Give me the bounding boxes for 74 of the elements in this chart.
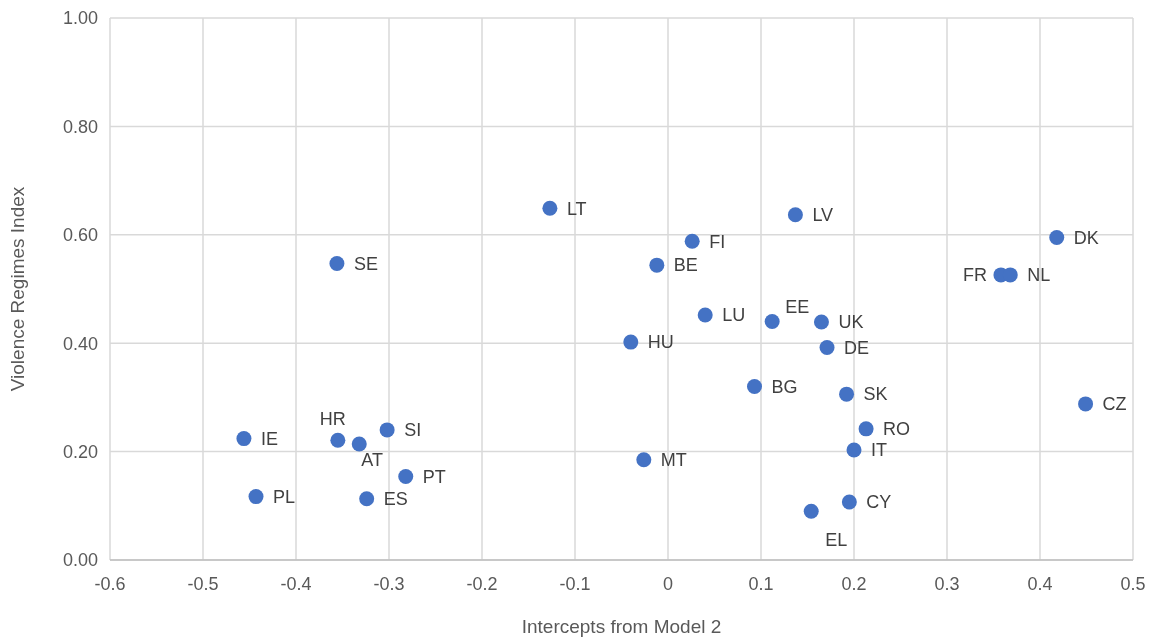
x-tick-label: -0.6 (94, 574, 126, 594)
x-tick-label: 0.2 (841, 574, 867, 594)
x-tick-label: -0.2 (466, 574, 498, 594)
point (623, 334, 639, 350)
y-axis-title: Violence Regimes Index (7, 186, 28, 392)
annotation: HU (647, 332, 674, 353)
annotation: HR (319, 408, 346, 429)
point (351, 436, 367, 452)
annotation: LT (566, 198, 587, 219)
y-tick-label: 0.00 (62, 550, 98, 571)
point (398, 469, 414, 485)
annotation: SK (863, 384, 888, 405)
point (649, 257, 665, 273)
x-tick-label: -0.1 (559, 574, 591, 594)
annotation: BG (771, 376, 798, 397)
x-tick-label: 0 (662, 574, 674, 594)
y-tick-label: 0.20 (62, 441, 98, 462)
annotation: FI (709, 231, 726, 252)
annotation: IE (260, 428, 278, 449)
point (846, 442, 862, 458)
annotation: EL (825, 529, 848, 550)
annotation: MT (660, 450, 687, 471)
annotation: LU (722, 305, 746, 326)
annotation: PL (273, 486, 296, 507)
x-axis-title: Intercepts from Model 2 (521, 616, 722, 637)
x-tick-label: 0.1 (748, 574, 774, 594)
annotation: RO (883, 419, 911, 440)
x-tick-label: 0.5 (1120, 574, 1146, 594)
annotation: BE (673, 255, 698, 276)
point (819, 340, 835, 356)
point (542, 200, 558, 216)
annotation: CZ (1102, 394, 1127, 415)
point (858, 421, 874, 437)
point (236, 431, 252, 447)
x-tick-label: -0.5 (187, 574, 219, 594)
annotation: CY (866, 492, 892, 513)
annotation: NL (1027, 265, 1051, 286)
point (329, 256, 345, 272)
annotation: SE (353, 253, 378, 274)
x-tick-label: 0.3 (934, 574, 960, 594)
point (248, 489, 264, 505)
annotation: EE (785, 296, 810, 317)
point (839, 386, 855, 402)
y-tick-label: 1.00 (62, 8, 98, 29)
annotation: AT (361, 450, 383, 471)
point (1049, 230, 1065, 246)
point (813, 314, 829, 330)
x-tick-label: 0.4 (1027, 574, 1053, 594)
point (787, 207, 803, 223)
point (684, 233, 700, 249)
point (803, 503, 819, 519)
point (1078, 396, 1094, 412)
point (330, 432, 346, 448)
point (359, 491, 375, 507)
annotation: LV (812, 205, 834, 226)
annotation: ES (383, 489, 408, 510)
x-tick-label: -0.3 (373, 574, 405, 594)
y-tick-label: 0.80 (62, 116, 98, 137)
point (636, 452, 652, 468)
annotation: DE (844, 337, 870, 358)
x-tick-label: -0.4 (280, 574, 312, 594)
point (379, 422, 395, 438)
annotation: DK (1073, 227, 1099, 248)
annotation: PT (422, 466, 446, 487)
annotation: IT (871, 440, 887, 461)
point (841, 494, 857, 510)
point (746, 379, 762, 395)
point (764, 314, 780, 330)
y-tick-label: 0.60 (62, 225, 98, 246)
point (697, 307, 713, 323)
annotation: UK (838, 312, 864, 333)
y-tick-label: 0.40 (62, 333, 98, 354)
annotation: SI (404, 420, 422, 441)
annotation: FR (962, 265, 987, 286)
